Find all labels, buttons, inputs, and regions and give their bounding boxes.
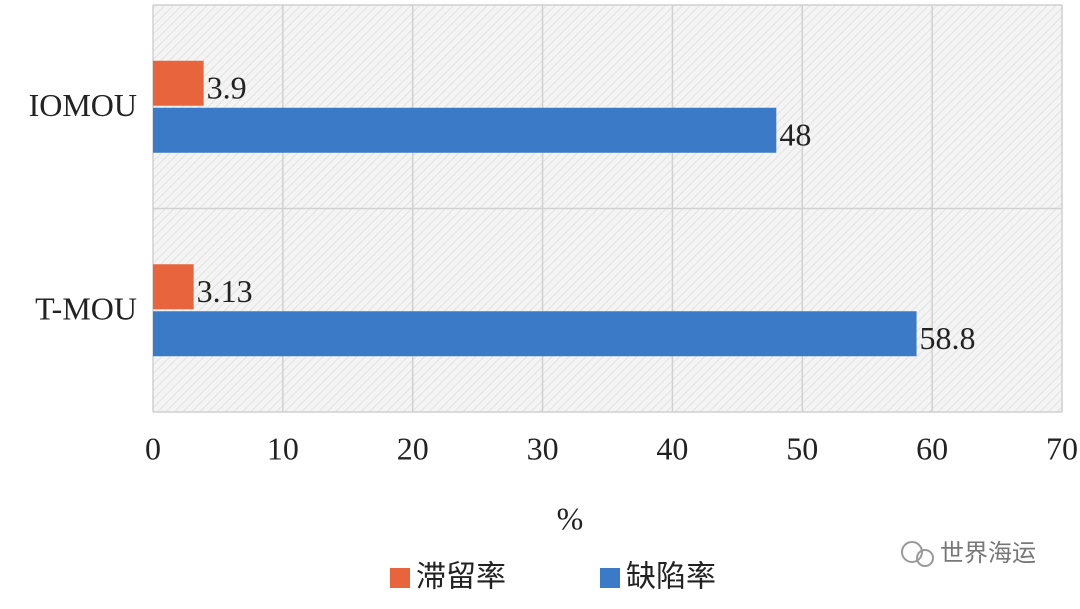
y-tick-label: T-MOU (35, 291, 137, 327)
y-tick-label: IOMOU (29, 87, 137, 123)
x-tick-label: 70 (1046, 430, 1078, 466)
x-tick-label: 10 (267, 430, 299, 466)
data-label: 3.9 (207, 70, 247, 106)
x-tick-label: 50 (786, 430, 818, 466)
x-tick-label: 30 (527, 430, 559, 466)
x-tick-label: 0 (145, 430, 161, 466)
watermark-text: 世界海运 (940, 539, 1036, 567)
watermark-icon (916, 549, 934, 567)
x-tick-label: 20 (397, 430, 429, 466)
data-label: 58.8 (920, 320, 976, 356)
x-tick-label: 60 (916, 430, 948, 466)
bar (153, 311, 917, 357)
bar (153, 60, 204, 106)
bar (153, 107, 777, 153)
watermark-icon (901, 541, 923, 563)
legend-label: 滞留率 (416, 560, 506, 595)
x-tick-label: 40 (656, 430, 688, 466)
watermark: 世界海运 (901, 539, 1036, 567)
legend-label: 缺陷率 (626, 560, 716, 595)
bar (153, 264, 194, 310)
data-label: 48 (779, 117, 811, 153)
legend-swatch (390, 568, 410, 588)
legend-swatch (600, 568, 620, 588)
data-label: 3.13 (197, 273, 253, 309)
x-axis-label: % (557, 500, 584, 536)
